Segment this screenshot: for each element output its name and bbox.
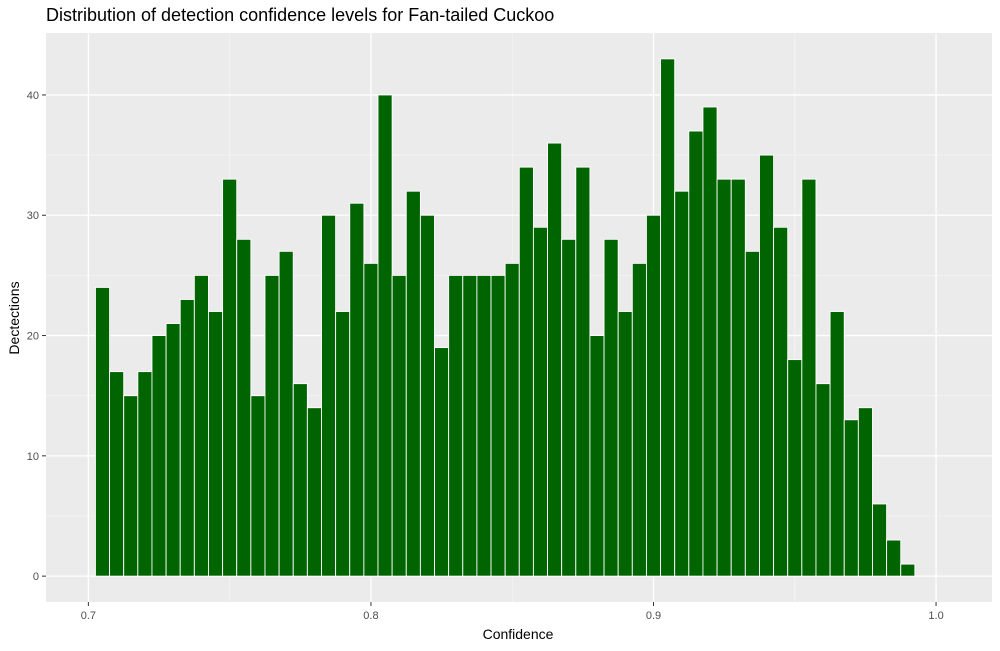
histogram-bar [532, 226, 548, 577]
x-tick-label: 0.8 [363, 610, 378, 622]
x-axis: 0.7 0.8 0.9 1.0 [81, 602, 944, 622]
y-tick-label: 30 [27, 210, 39, 222]
histogram-bar [306, 407, 322, 577]
histogram-bar [801, 178, 817, 577]
histogram-bar [759, 154, 775, 577]
histogram-bar [123, 395, 139, 577]
histogram-bar [575, 166, 591, 577]
histogram-bar [278, 250, 294, 577]
histogram-bar [787, 359, 803, 577]
histogram-bar [434, 347, 450, 577]
histogram-bar [109, 371, 125, 577]
histogram-bar [448, 274, 464, 577]
histogram-bar [137, 371, 153, 577]
histogram-bar [631, 262, 647, 577]
histogram-bar [490, 274, 506, 577]
histogram-bar [321, 214, 337, 577]
y-tick-label: 0 [33, 571, 39, 583]
histogram-bar [193, 274, 209, 577]
histogram-bar [405, 190, 421, 577]
histogram-bar [900, 563, 916, 577]
histogram-bar [645, 214, 662, 577]
histogram-bar [843, 419, 859, 577]
histogram-bar [222, 178, 238, 577]
histogram-bar [208, 311, 224, 577]
histogram-bar [349, 202, 365, 577]
histogram-bar [716, 178, 732, 577]
bars [94, 58, 916, 577]
histogram-bar [377, 94, 393, 577]
histogram-bar [730, 178, 746, 577]
histogram-bar [419, 214, 435, 577]
histogram-bar [236, 238, 252, 577]
histogram-bar [94, 286, 111, 577]
histogram-bar [688, 130, 704, 577]
histogram-bar [561, 238, 577, 577]
histogram-bar [744, 250, 760, 577]
histogram-bar [165, 323, 181, 577]
histogram-bar [773, 226, 789, 577]
x-tick-label: 0.7 [81, 610, 96, 622]
histogram-bar [829, 311, 845, 577]
histogram-bar [518, 166, 534, 577]
x-tick-label: 0.9 [646, 610, 661, 622]
histogram-bar [264, 274, 280, 577]
histogram-bar [363, 262, 379, 577]
histogram-bar [476, 274, 492, 577]
histogram-bar [504, 262, 520, 577]
histogram-bar [179, 299, 195, 577]
histogram-bar [660, 58, 676, 577]
histogram-bar [151, 335, 167, 577]
histogram-bar [292, 383, 308, 577]
histogram-bar [391, 274, 407, 577]
y-tick-label: 40 [27, 90, 39, 102]
histogram-bar [589, 335, 605, 577]
histogram-bar [617, 311, 633, 577]
histogram-bar [857, 407, 873, 577]
histogram-bar [335, 311, 351, 577]
chart-title: Distribution of detection confidence lev… [46, 5, 555, 25]
y-axis: 0 10 20 30 40 [27, 90, 46, 583]
histogram-bar [872, 503, 888, 577]
y-tick-label: 10 [27, 451, 39, 463]
histogram-bar [815, 383, 831, 577]
histogram-bar [547, 142, 563, 577]
histogram-bar [674, 190, 690, 577]
x-axis-title: Confidence [482, 626, 554, 642]
histogram-bar [886, 539, 902, 577]
histogram-bar [462, 274, 478, 577]
histogram-bar [702, 106, 718, 577]
histogram-bar [250, 395, 266, 577]
histogram-bar [603, 238, 619, 577]
y-tick-label: 20 [27, 331, 39, 343]
x-tick-label: 1.0 [928, 610, 943, 622]
